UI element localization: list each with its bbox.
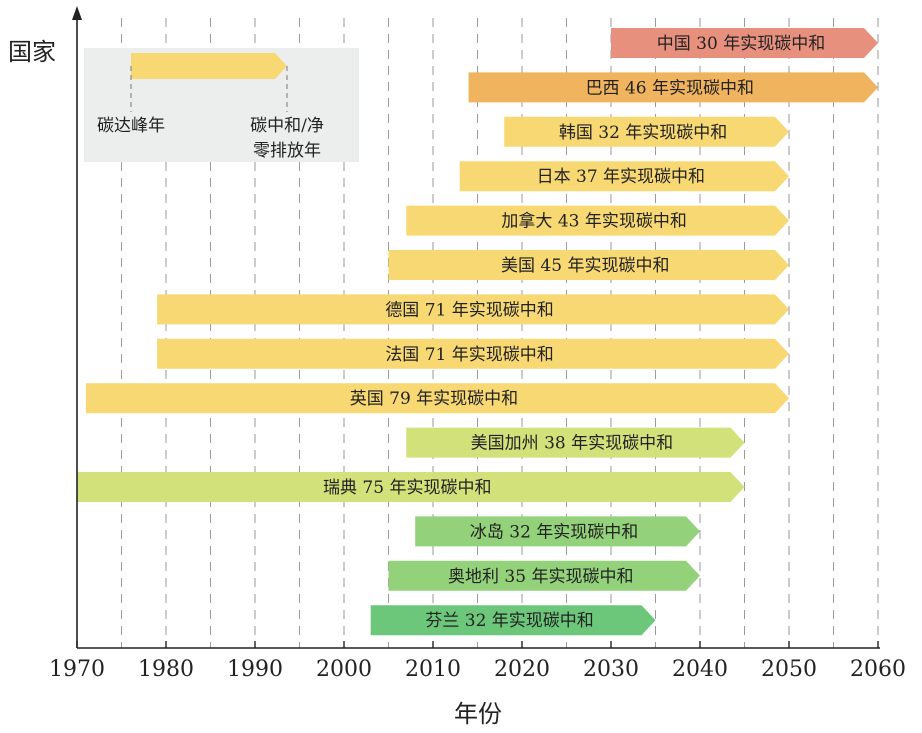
bar: [77, 472, 745, 502]
bar-label: 冰岛 32 年实现碳中和: [470, 522, 638, 542]
bar-label: 芬兰 32 年实现碳中和: [425, 611, 593, 631]
x-tick-label: 1980: [138, 657, 194, 682]
x-tick-label: 2010: [405, 657, 461, 682]
bar: [388, 560, 700, 591]
bar-label: 日本 37 年实现碳中和: [537, 167, 705, 187]
x-tick-label: 1970: [49, 657, 105, 682]
bar: [415, 516, 700, 547]
x-tick-label: 1990: [227, 657, 283, 682]
x-tick-label: 2060: [850, 657, 906, 682]
axes-layer: 国家 年份: [8, 6, 880, 728]
x-axis-title: 年份: [454, 700, 502, 728]
legend-end-label-line1: 碳中和/净: [250, 116, 324, 136]
y-axis-title: 国家: [8, 38, 56, 66]
bar: [370, 605, 656, 636]
bar: [85, 383, 789, 414]
legend-arrow: [131, 53, 287, 79]
bar: [504, 116, 789, 147]
y-axis-arrowhead: [72, 6, 82, 20]
bar-label: 中国 30 年实现碳中和: [657, 34, 825, 54]
legend: 碳达峰年 碳中和/净 零排放年: [84, 48, 359, 162]
bar-label: 美国 45 年实现碳中和: [501, 256, 669, 276]
bar: [459, 161, 789, 192]
x-tick-label: 2000: [316, 657, 372, 682]
bar: [611, 28, 878, 58]
bar: [468, 72, 878, 103]
bar: [406, 205, 789, 236]
bar-label: 法国 71 年实现碳中和: [385, 345, 553, 365]
bar-label: 巴西 46 年实现碳中和: [586, 78, 754, 98]
x-tick-label: 2020: [494, 657, 550, 682]
legend-end-label-line2: 零排放年: [253, 141, 321, 161]
legend-start-label: 碳达峰年: [97, 116, 165, 136]
bar-label: 加拿大 43 年实现碳中和: [501, 211, 686, 232]
bar-label: 奥地利 35 年实现碳中和: [448, 567, 633, 587]
bar-label: 英国 79 年实现碳中和: [350, 389, 518, 409]
x-tick-label: 2050: [761, 657, 817, 682]
bar-label: 瑞典 75 年实现碳中和: [323, 478, 491, 498]
x-tick-label: 2030: [583, 657, 639, 682]
bar-label: 德国 71 年实现碳中和: [385, 300, 553, 320]
bar: [157, 294, 790, 325]
ticks-layer: 1970 1980 1990 2000 2010 2020 2030 2040 2050 2060: [49, 641, 906, 682]
x-tick-label: 2040: [672, 657, 728, 682]
bar: [406, 427, 745, 458]
bar: [157, 338, 790, 369]
bar-label: 韩国 32 年实现碳中和: [559, 123, 727, 143]
bar: [388, 250, 789, 280]
bar-label: 美国加州 38 年实现碳中和: [471, 434, 673, 454]
